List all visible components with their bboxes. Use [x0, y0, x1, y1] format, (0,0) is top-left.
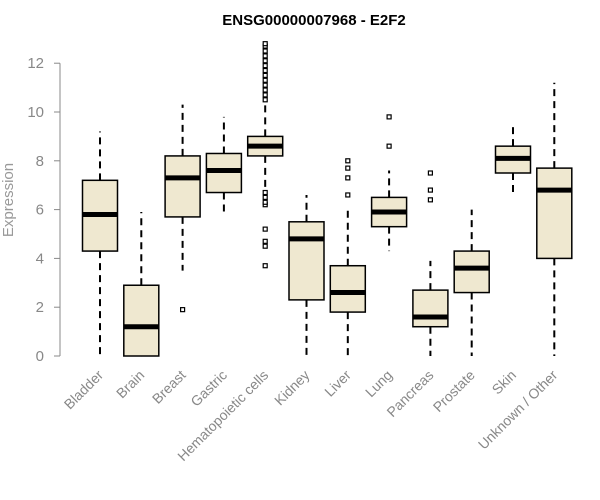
- box-group: [205, 116, 243, 215]
- box-iqr: [536, 167, 573, 260]
- y-tick-label: 4: [36, 250, 44, 267]
- category-label: Kidney: [271, 367, 313, 409]
- box-group: [536, 82, 573, 356]
- y-tick-label: 2: [36, 299, 44, 316]
- outlier-point: [386, 114, 392, 120]
- outlier-point: [262, 97, 268, 103]
- box-group: [246, 41, 284, 269]
- box-iqr: [123, 284, 160, 357]
- outlier-point: [262, 58, 268, 64]
- box-group: [164, 104, 201, 313]
- box-group: [453, 209, 490, 356]
- box-group: [370, 114, 408, 252]
- box-group: [412, 170, 449, 356]
- outlier-point: [427, 170, 433, 176]
- boxes: [81, 41, 573, 357]
- outlier-point: [262, 92, 268, 98]
- box-iqr: [329, 264, 367, 313]
- category-label: Skin: [489, 367, 520, 398]
- outlier-point: [427, 197, 433, 203]
- outlier-point: [262, 48, 268, 54]
- box-iqr: [412, 289, 449, 328]
- box-group: [81, 131, 119, 356]
- y-axis-label: Expression: [0, 163, 17, 237]
- y-tick-label: 8: [36, 153, 44, 170]
- category-label: Liver: [321, 367, 354, 400]
- outlier-point: [262, 226, 268, 232]
- box-group: [288, 194, 325, 356]
- box-iqr: [453, 250, 490, 294]
- outlier-point: [262, 87, 268, 93]
- outlier-point: [262, 67, 268, 74]
- outlier-point: [345, 175, 351, 181]
- outlier-point: [386, 143, 392, 149]
- outlier-point: [345, 165, 351, 171]
- y-tick-label: 12: [27, 55, 44, 72]
- outlier-point: [345, 158, 351, 164]
- outlier-point: [262, 82, 268, 88]
- box-iqr: [288, 221, 325, 301]
- category-label: Brain: [113, 367, 147, 401]
- category-label: Lung: [362, 367, 395, 400]
- outlier-point: [262, 189, 268, 196]
- category-label: Prostate: [430, 367, 478, 415]
- box-group: [329, 158, 367, 356]
- outlier-point: [262, 53, 268, 59]
- outlier-point: [262, 199, 268, 205]
- axes: 0 2 4 6 8 10 12: [27, 55, 61, 365]
- category-label: Breast: [149, 367, 189, 407]
- outlier-point: [262, 238, 268, 244]
- category-label: Bladder: [61, 367, 107, 413]
- y-tick-label: 10: [27, 104, 44, 121]
- box-group: [494, 124, 532, 193]
- y-tick-label: 6: [36, 202, 44, 219]
- outlier-point: [180, 307, 186, 313]
- outlier-point: [262, 63, 268, 69]
- outlier-point: [262, 41, 268, 47]
- outlier-point: [262, 263, 268, 269]
- y-tick-label: 0: [36, 348, 44, 365]
- outlier-point: [262, 194, 268, 200]
- outlier-point: [262, 243, 268, 249]
- box-iqr: [164, 155, 201, 218]
- box-group: [123, 212, 160, 357]
- outlier-point: [262, 72, 268, 79]
- outlier-point: [345, 192, 351, 198]
- outlier-point: [262, 77, 268, 83]
- outlier-point: [427, 187, 433, 193]
- chart-title: ENSG00000007968 - E2F2: [222, 12, 405, 29]
